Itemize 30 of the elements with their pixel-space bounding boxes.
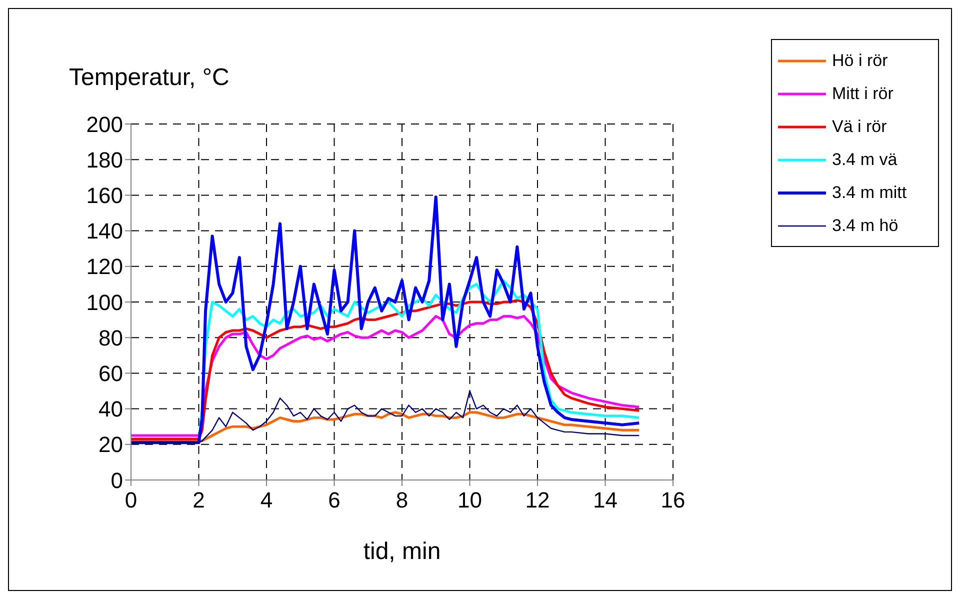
y-tick-label: 200 — [86, 112, 123, 137]
x-tick-label: 16 — [660, 488, 686, 513]
y-tick-label: 180 — [86, 147, 123, 172]
y-tick-label: 140 — [86, 218, 123, 244]
y-tick-label: 80 — [98, 325, 123, 350]
y-tick-label: 160 — [86, 183, 123, 208]
x-tick-label: 12 — [525, 488, 550, 513]
y-tick-label: 60 — [98, 361, 123, 386]
legend-label: 3.4 m mitt — [832, 182, 907, 202]
line-series — [131, 195, 641, 444]
x-axis-title: tid, min — [363, 538, 441, 566]
y-tick-label: 100 — [86, 290, 123, 315]
x-tick-label: 14 — [593, 488, 618, 513]
x-tick-label: 2 — [192, 488, 205, 513]
x-tick-label: 6 — [328, 488, 340, 513]
x-tick-label: 4 — [260, 488, 273, 513]
legend-label: 3.4 m hö — [832, 216, 898, 236]
legend-label: Hö i rör — [832, 50, 888, 70]
y-tick-label: 20 — [98, 432, 123, 458]
y-axis-title: Temperatur, °C — [69, 64, 230, 92]
legend-label: 3.4 m vä — [832, 150, 898, 170]
line-series — [131, 390, 640, 444]
y-tick-label: 0 — [110, 468, 123, 493]
x-tick-label: 10 — [458, 488, 482, 513]
legend-label: Vä i rör — [832, 116, 887, 136]
line-series — [131, 411, 640, 442]
legend-label: Mitt i rör — [832, 84, 894, 104]
y-tick-label: 120 — [86, 254, 123, 280]
y-tick-label: 40 — [98, 396, 123, 422]
x-tick-label: 8 — [396, 488, 408, 513]
